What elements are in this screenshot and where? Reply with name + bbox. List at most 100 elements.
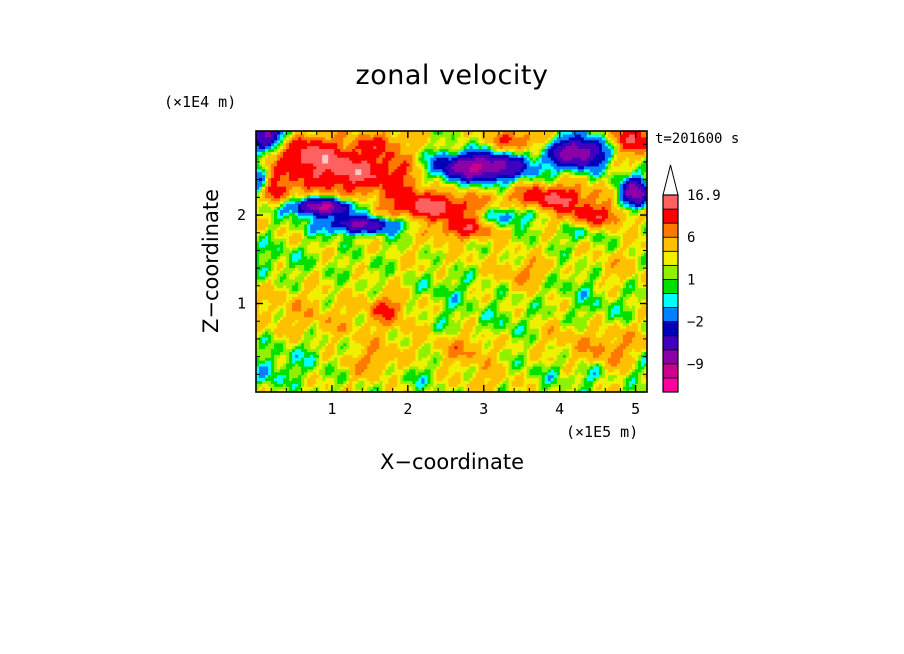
heat-cell <box>295 354 299 358</box>
heat-cell <box>553 296 573 300</box>
heat-cell <box>421 168 426 173</box>
heat-cell <box>448 273 465 277</box>
heat-cell <box>598 151 606 155</box>
heat-cell <box>301 255 308 260</box>
heat-cell <box>634 357 639 361</box>
heat-cell <box>637 226 642 231</box>
heat-cell <box>409 345 420 350</box>
heat-cell <box>595 299 600 303</box>
heat-cell <box>637 267 645 271</box>
heat-cell <box>424 157 432 161</box>
heat-cell <box>403 226 407 231</box>
heat-cell <box>268 171 272 176</box>
heat-cell <box>625 136 636 141</box>
heat-cell <box>520 165 528 170</box>
heat-cell <box>310 226 323 231</box>
heat-cell <box>520 389 528 392</box>
heat-cell <box>472 226 480 231</box>
heat-cell <box>289 377 293 381</box>
heat-cell <box>607 290 618 294</box>
heat-cell <box>271 229 275 234</box>
heat-cell <box>442 168 450 173</box>
heat-cell <box>463 377 471 381</box>
heat-cell <box>526 354 531 358</box>
heat-cell <box>427 310 435 315</box>
heat-cell <box>553 310 567 315</box>
heat-cell <box>607 209 612 213</box>
heat-cell <box>331 302 335 306</box>
heat-cell <box>259 386 263 390</box>
heat-cell <box>286 148 302 152</box>
heat-cell <box>601 220 612 225</box>
heat-cell <box>547 368 552 373</box>
heat-cell <box>328 342 335 347</box>
heat-cell <box>547 339 558 344</box>
heat-cell <box>283 307 287 312</box>
heat-cell <box>367 319 380 323</box>
heat-cell <box>430 183 441 187</box>
heat-cell <box>346 307 362 312</box>
heat-cell <box>418 249 426 254</box>
heat-cell <box>334 296 338 300</box>
heat-cell <box>574 293 579 297</box>
heat-cell <box>343 139 353 144</box>
heat-cell <box>298 241 302 245</box>
heat-cell <box>616 206 621 210</box>
heat-cell <box>316 360 320 364</box>
heat-cell <box>406 302 416 306</box>
heat-cell <box>412 339 426 344</box>
heat-cell <box>349 371 356 376</box>
heat-cell <box>631 241 642 245</box>
heat-cell <box>640 220 645 225</box>
heat-cell <box>430 212 441 216</box>
heat-cell <box>562 368 573 373</box>
heat-cell <box>523 310 528 315</box>
heat-cell <box>535 215 540 219</box>
heat-cell <box>310 374 320 379</box>
heat-cell <box>601 160 609 164</box>
heat-cell <box>268 238 272 242</box>
heat-cell <box>265 386 272 390</box>
heat-cell <box>382 258 398 263</box>
heat-cell <box>274 287 290 292</box>
heat-cell <box>334 229 347 234</box>
heat-cell <box>469 281 474 286</box>
heat-cell <box>571 342 579 347</box>
heat-cell <box>499 322 504 326</box>
heat-cell <box>301 365 314 370</box>
heat-cell <box>262 162 266 167</box>
heat-cell <box>487 247 492 251</box>
heat-cell <box>556 212 576 216</box>
heat-cell <box>274 232 278 236</box>
heat-cell <box>382 241 389 245</box>
heat-cell <box>397 232 401 236</box>
heat-cell <box>601 305 609 309</box>
heat-cell <box>298 258 317 263</box>
heat-cell <box>292 357 302 361</box>
heat-cell <box>343 232 347 236</box>
heat-cell <box>298 206 302 210</box>
heat-cell <box>535 383 540 387</box>
heat-cell <box>265 154 269 158</box>
heat-cell <box>619 258 636 263</box>
heat-cell <box>265 162 272 167</box>
heat-cell <box>256 133 266 138</box>
heat-cell <box>547 220 561 225</box>
heat-cell <box>277 232 284 236</box>
heat-cell <box>526 325 531 329</box>
heat-cell <box>301 148 335 152</box>
heat-cell <box>505 386 510 390</box>
heat-cell <box>514 247 522 251</box>
heat-cell <box>577 389 582 392</box>
heat-cell <box>556 215 564 219</box>
heat-cell <box>262 238 269 242</box>
heat-cell <box>514 360 522 364</box>
heat-cell <box>307 293 329 297</box>
heat-cell <box>256 174 266 178</box>
heat-cell <box>535 218 543 222</box>
heat-cell <box>496 252 504 257</box>
heat-cell <box>481 334 486 338</box>
heat-cell <box>637 365 645 370</box>
heat-cell <box>595 215 603 219</box>
heat-cell <box>331 186 344 190</box>
